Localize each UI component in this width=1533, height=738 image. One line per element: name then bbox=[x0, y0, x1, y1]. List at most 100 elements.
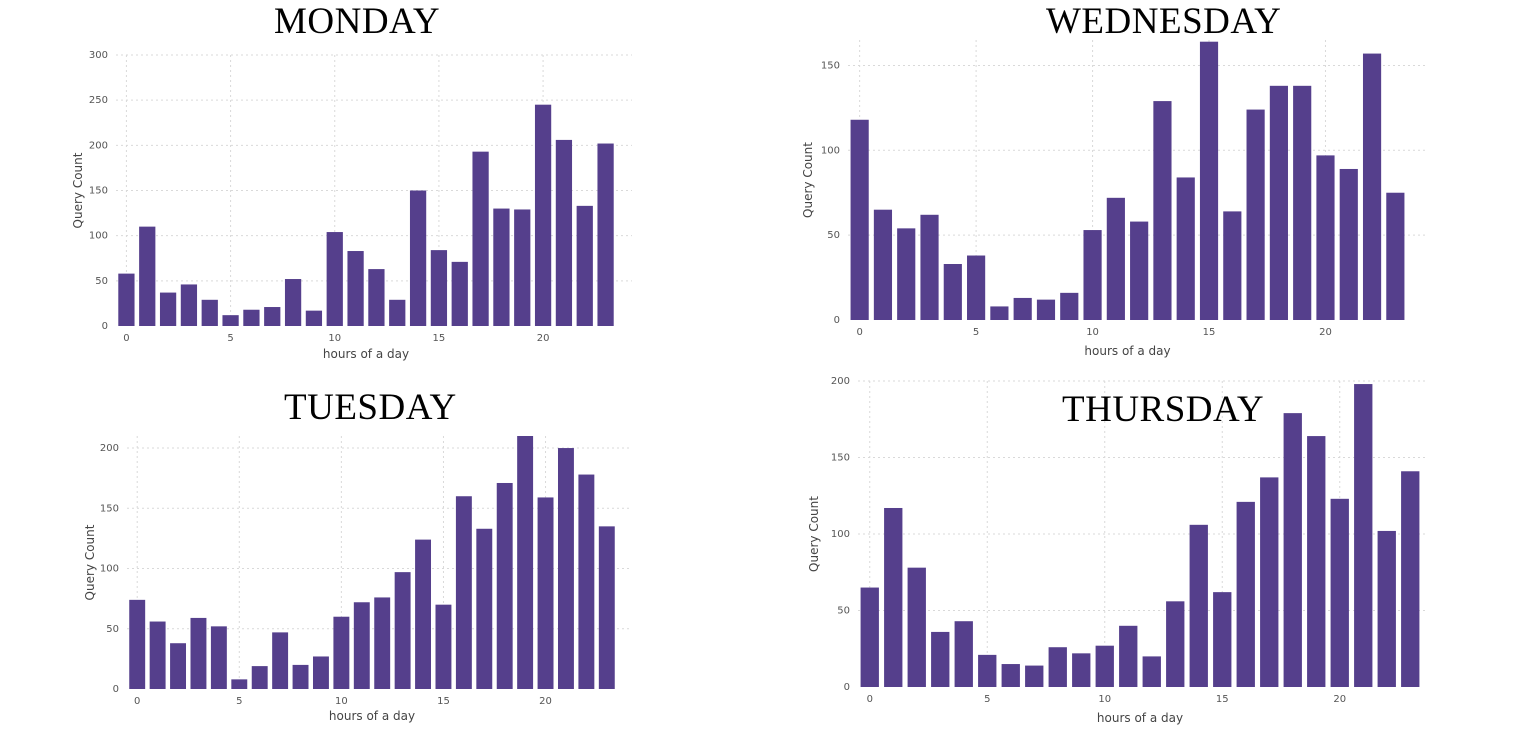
bar-hour-2 bbox=[897, 228, 916, 320]
y-tick-label: 200 bbox=[100, 443, 119, 454]
y-tick-label: 0 bbox=[113, 684, 119, 695]
y-tick-label: 100 bbox=[100, 564, 119, 575]
bar-hour-8 bbox=[1048, 647, 1067, 687]
y-tick-label: 100 bbox=[831, 529, 850, 540]
y-tick-label: 0 bbox=[102, 321, 108, 332]
bar-hour-17 bbox=[476, 528, 493, 689]
bar-hour-5 bbox=[231, 679, 248, 689]
bar-hour-4 bbox=[943, 264, 962, 320]
y-tick-label: 100 bbox=[89, 231, 108, 242]
x-tick-label: 20 bbox=[539, 696, 552, 707]
bar-hour-21 bbox=[557, 448, 574, 689]
y-tick-label: 100 bbox=[821, 145, 840, 156]
bar-hour-11 bbox=[1119, 625, 1138, 687]
bar-hour-17 bbox=[1246, 109, 1265, 320]
bar-hour-7 bbox=[272, 632, 289, 689]
bar-hour-7 bbox=[1013, 297, 1032, 320]
title-thursday: THURSDAY bbox=[1062, 389, 1265, 430]
bar-hour-15 bbox=[1199, 41, 1219, 321]
x-tick-label: 10 bbox=[335, 696, 348, 707]
bar-hour-9 bbox=[1072, 653, 1091, 687]
bar-hour-0 bbox=[850, 119, 869, 321]
x-tick-label: 10 bbox=[328, 333, 341, 344]
title-wednesday: WEDNESDAY bbox=[1046, 1, 1282, 42]
y-tick-label: 300 bbox=[89, 50, 108, 61]
bar-hour-16 bbox=[1223, 211, 1242, 320]
bar-hour-14 bbox=[409, 190, 427, 326]
title-monday: MONDAY bbox=[274, 1, 441, 42]
x-tick-label: 0 bbox=[856, 327, 862, 338]
bar-hour-18 bbox=[1269, 85, 1288, 321]
bar-hour-20 bbox=[537, 497, 554, 689]
x-tick-label: 10 bbox=[1098, 694, 1111, 705]
bar-hour-11 bbox=[1106, 197, 1125, 320]
bar-hour-17 bbox=[1260, 477, 1279, 687]
bar-hour-11 bbox=[353, 602, 370, 689]
bar-hour-8 bbox=[284, 279, 302, 326]
bar-hour-9 bbox=[305, 310, 323, 326]
x-axis-label: hours of a day bbox=[1084, 344, 1170, 358]
y-axis-label: Query Count bbox=[71, 152, 85, 228]
x-tick-label: 0 bbox=[134, 696, 140, 707]
bar-hour-15 bbox=[435, 604, 452, 689]
x-tick-label: 15 bbox=[1216, 694, 1229, 705]
bar-hour-12 bbox=[374, 597, 391, 689]
bar-hour-10 bbox=[326, 232, 343, 326]
bar-hour-3 bbox=[931, 631, 950, 687]
y-tick-label: 50 bbox=[106, 624, 119, 635]
bar-hour-16 bbox=[455, 496, 472, 689]
bar-hour-9 bbox=[1060, 292, 1079, 320]
bar-hour-1 bbox=[884, 507, 903, 687]
bar-hour-23 bbox=[598, 526, 615, 689]
bar-hour-12 bbox=[368, 269, 385, 326]
bar-hour-23 bbox=[1386, 192, 1405, 320]
bar-hour-7 bbox=[264, 307, 281, 326]
bar-hour-14 bbox=[1189, 524, 1208, 687]
bar-hour-14 bbox=[415, 539, 432, 689]
x-tick-label: 5 bbox=[236, 696, 242, 707]
bar-hour-0 bbox=[860, 587, 879, 687]
bar-hour-6 bbox=[1001, 664, 1020, 687]
x-axis-label: hours of a day bbox=[323, 347, 409, 361]
bar-hour-2 bbox=[907, 567, 926, 687]
bar-hour-10 bbox=[1083, 230, 1102, 320]
y-tick-label: 250 bbox=[89, 95, 108, 106]
y-tick-label: 150 bbox=[831, 453, 850, 464]
x-tick-label: 0 bbox=[867, 694, 873, 705]
x-tick-label: 20 bbox=[1319, 327, 1332, 338]
y-tick-label: 0 bbox=[844, 682, 850, 693]
y-tick-label: 200 bbox=[89, 140, 108, 151]
title-tuesday: TUESDAY bbox=[284, 387, 457, 428]
bar-hour-13 bbox=[394, 572, 411, 689]
bar-hour-23 bbox=[597, 143, 614, 326]
y-axis-label: Query Count bbox=[83, 524, 97, 600]
bar-hour-19 bbox=[1307, 436, 1326, 687]
y-tick-label: 50 bbox=[837, 606, 850, 617]
bar-hour-7 bbox=[1025, 665, 1044, 687]
x-tick-label: 0 bbox=[123, 333, 129, 344]
bar-hour-19 bbox=[514, 209, 531, 326]
bar-hour-20 bbox=[534, 104, 552, 326]
bar-hour-5 bbox=[222, 315, 239, 326]
bar-hour-9 bbox=[312, 656, 329, 689]
bar-hour-12 bbox=[1130, 221, 1149, 320]
bar-hour-22 bbox=[578, 474, 595, 689]
bar-hour-4 bbox=[954, 621, 973, 687]
bar-hour-4 bbox=[201, 299, 218, 326]
bar-hour-10 bbox=[1095, 645, 1114, 687]
bar-hour-23 bbox=[1401, 471, 1420, 687]
bar-hour-21 bbox=[1354, 384, 1373, 687]
bar-hour-5 bbox=[967, 255, 986, 320]
bar-hour-21 bbox=[1339, 168, 1358, 320]
y-axis-label: Query Count bbox=[801, 142, 815, 218]
bar-hour-0 bbox=[129, 599, 146, 689]
y-tick-label: 0 bbox=[834, 315, 840, 326]
bar-hour-1 bbox=[873, 209, 893, 320]
bar-hour-19 bbox=[1293, 85, 1312, 321]
bar-hour-19 bbox=[517, 436, 534, 689]
y-tick-label: 50 bbox=[95, 276, 108, 287]
x-tick-label: 15 bbox=[433, 333, 446, 344]
y-tick-label: 150 bbox=[821, 60, 840, 71]
bar-hour-13 bbox=[1153, 101, 1172, 320]
